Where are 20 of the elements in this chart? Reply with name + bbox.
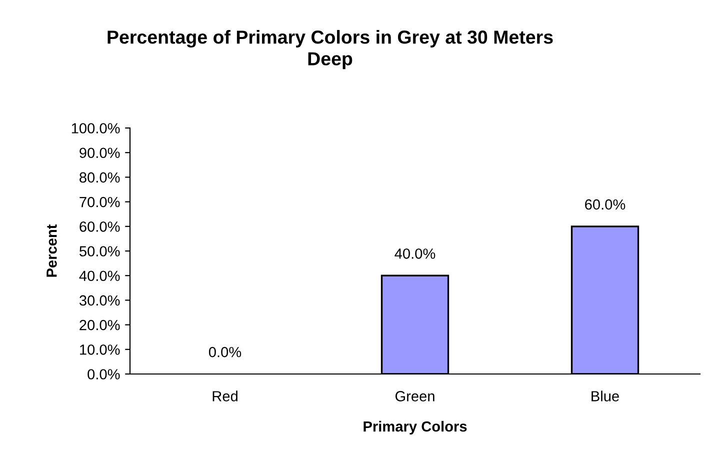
data-label: 60.0% xyxy=(585,199,626,210)
y-tick-label: 60.0% xyxy=(80,222,120,232)
x-tick-label: Blue xyxy=(592,390,619,402)
y-tick-label: 20.0% xyxy=(80,320,120,330)
y-tick-label: 10.0% xyxy=(80,344,120,355)
data-label: 40.0% xyxy=(394,248,436,259)
y-tick-label: 50.0% xyxy=(80,246,120,256)
data-label: 0.0% xyxy=(208,346,242,358)
y-tick-label: 0.0% xyxy=(88,369,120,380)
chart-title: Percentage of Primary Colors in Grey at 30 Meters Deep xyxy=(108,30,553,70)
y-tick-label: 30.0% xyxy=(79,295,120,306)
x-tick-label: Red xyxy=(212,390,238,402)
y-tick-label: 80.0% xyxy=(80,172,120,183)
y-tick-label: 40.0% xyxy=(79,270,120,282)
y-tick-label: 100.0% xyxy=(72,123,120,134)
x-tick-label: Green xyxy=(395,391,434,402)
y-tick-label: 90.0% xyxy=(80,148,120,158)
x-axis-title: Primary Colors xyxy=(364,420,467,435)
y-axis-title: Percent xyxy=(46,224,57,277)
y-tick-label: 70.0% xyxy=(80,196,120,208)
